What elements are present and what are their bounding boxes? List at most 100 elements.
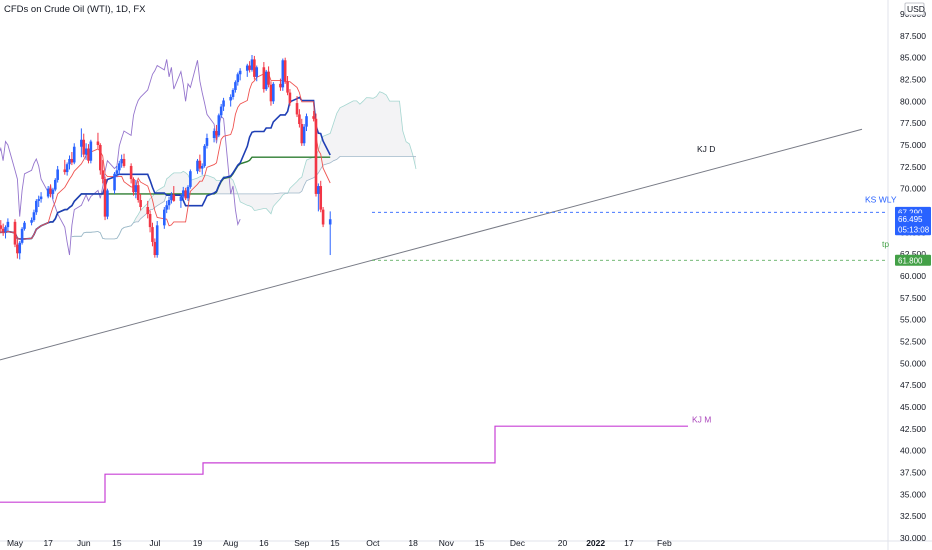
candle-body [1,228,5,232]
candle [269,81,273,106]
y-tick-label: 52.500 [900,337,926,347]
candle [196,158,199,174]
candle-body [203,145,206,166]
candle-body [68,158,71,165]
candle-body [99,145,102,171]
y-tick-label: 55.000 [900,315,926,325]
candle-body [148,213,152,228]
candle-body [163,209,166,226]
candle [35,199,38,215]
candle-body [106,190,109,217]
x-tick-label: Jul [149,538,160,548]
candle-body [314,118,318,194]
chikou-span-line [0,59,241,256]
y-tick-label: 42.500 [900,424,926,434]
candle-body [87,148,90,161]
price-level-badge [895,254,931,266]
candle-body [49,188,52,194]
candle-body [184,190,187,199]
candle-body [134,185,138,193]
candle [51,187,55,200]
candle [13,219,17,248]
candle [317,183,320,212]
candle-body [4,227,7,232]
x-tick-label: 15 [112,538,122,548]
candle-body [248,65,251,70]
candle [56,165,59,183]
candle-body [72,146,76,163]
candle-body [39,196,43,200]
candle [63,159,67,175]
candle-body [20,228,24,243]
candle-body [286,81,289,93]
price-level-countdown: 05:13:08 [898,225,930,234]
candle [184,187,187,201]
candle [53,178,57,192]
candle-body [103,179,107,217]
candle [122,153,126,168]
candle-body [172,194,176,201]
candle-body [35,200,38,213]
candle [198,154,202,173]
candle-body [198,160,202,169]
candle-body [298,114,301,125]
candle [106,188,109,220]
candle-body [51,189,55,194]
y-tick-label: 60.000 [900,271,926,281]
candle [87,144,90,164]
candle-body [196,160,199,172]
candle [82,133,86,158]
y-tick-label: 82.500 [900,75,926,85]
candle [134,179,138,199]
candle-body [13,221,17,245]
x-tick-label: May [7,538,24,548]
x-tick-label: 16 [259,538,269,548]
candle-body [113,173,116,191]
candle-body [229,96,232,101]
candle-body [312,116,315,119]
candle-body [117,163,121,171]
candle [72,143,76,165]
y-tick-label: 72.500 [900,162,926,172]
candle-body [212,131,216,139]
candle-body [234,82,237,90]
currency-box [904,2,925,16]
candle [312,110,315,122]
candle [117,160,121,175]
candle [115,165,119,178]
candle-body [262,67,266,90]
x-tick-label: Nov [439,538,455,548]
candle [279,78,282,91]
price-level-badge [895,213,931,236]
candle-body [245,65,249,71]
candle-body [269,84,273,102]
candle-body [30,220,33,223]
candle [203,144,206,168]
candle [103,176,107,221]
candle-body [281,60,285,88]
candle [99,143,102,175]
candle [179,193,183,208]
candle [238,68,242,81]
candle-body [189,171,192,187]
candle [328,211,332,256]
candle [1,223,5,236]
candle-body [179,196,183,201]
candle [146,200,150,219]
candle-body [146,207,150,214]
candle-body [115,170,119,174]
y-tick-label: 50.000 [900,358,926,368]
candle-body [151,227,154,242]
candle [65,162,69,176]
candle [153,238,157,258]
candle-body [23,222,26,229]
candle-body [328,219,332,225]
candle-body [89,141,93,161]
candle-body [155,225,159,256]
candle [253,55,256,80]
ichimoku-cloud [71,91,417,239]
candle-body [37,199,40,201]
candle-body [217,115,221,136]
candle [319,180,323,213]
